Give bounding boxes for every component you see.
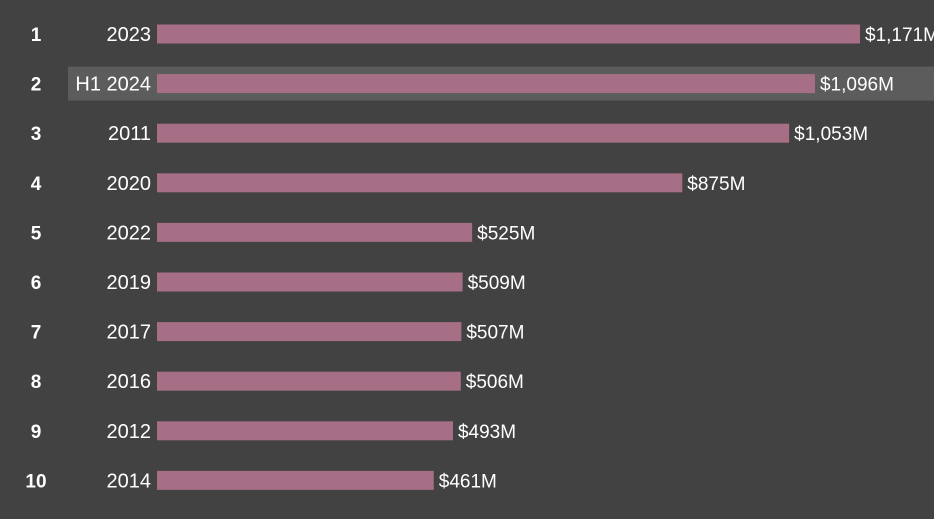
rank-label: 4 [31,174,42,195]
rank-label: 8 [31,372,42,393]
rank-label: 2 [31,75,42,96]
category-label: 2023 [107,24,152,46]
category-label: 2022 [107,222,152,244]
value-label: $1,171M [865,25,934,46]
value-label: $509M [468,273,526,294]
bar [157,371,461,391]
bar [157,123,790,143]
bar [157,322,462,342]
value-label: $525M [477,223,535,244]
rank-label: 1 [31,25,42,46]
bar [157,470,434,490]
category-label: 2011 [108,123,151,145]
rank-label: 10 [25,471,46,492]
category-label: 2012 [107,421,152,443]
value-label: $493M [458,422,516,443]
labels-layer: 1 2023 $1,171M 2 H1 2024 $1,096M 3 2011 $1,053M 4… [25,24,934,492]
value-label: $461M [439,471,497,492]
value-label: $507M [466,323,524,344]
category-label: 2020 [107,173,152,195]
category-label: 2016 [107,371,152,393]
bar [157,173,683,193]
category-label: H1 2024 [75,74,151,96]
value-label: $506M [466,372,524,393]
category-label: 2014 [107,470,152,492]
value-label: $1,096M [820,75,894,96]
category-label: 2019 [107,272,152,294]
rank-label: 3 [31,124,42,145]
value-label: $1,053M [794,124,868,145]
bars-layer [157,24,860,490]
value-label: $875M [687,174,745,195]
bar [157,272,463,292]
bar [157,74,815,94]
bar [157,421,453,441]
rank-label: 5 [31,223,42,244]
rank-label: 9 [31,422,42,443]
category-label: 2017 [107,322,152,344]
rank-label: 6 [31,273,42,294]
bar [157,24,860,44]
bar [157,222,473,242]
rank-label: 7 [31,323,42,344]
